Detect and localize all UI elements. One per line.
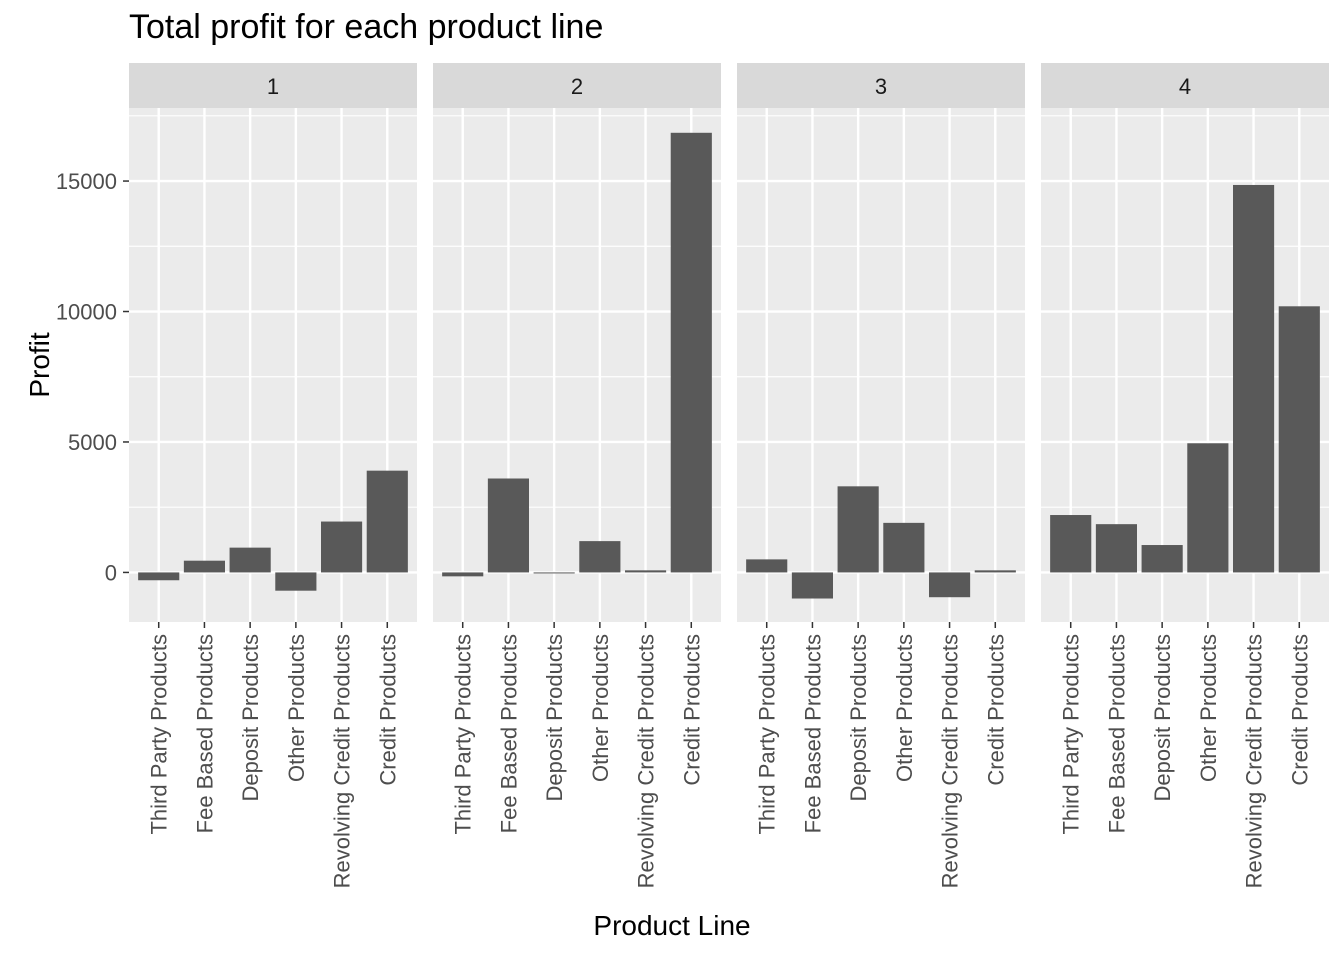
facet-panel bbox=[737, 108, 1025, 622]
y-tick-label: 10000 bbox=[56, 300, 117, 325]
bar bbox=[791, 572, 833, 599]
bar bbox=[974, 570, 1016, 573]
bar bbox=[275, 572, 317, 591]
bar bbox=[183, 560, 225, 573]
bar bbox=[625, 570, 667, 573]
x-tick-label: Credit Products bbox=[679, 634, 704, 786]
x-tick-label: Fee Based Products bbox=[1104, 634, 1129, 833]
x-tick-label: Other Products bbox=[284, 634, 309, 782]
x-tick-label: Third Party Products bbox=[451, 634, 476, 835]
y-tick-label: 0 bbox=[105, 560, 117, 585]
x-tick-label: Deposit Products bbox=[238, 634, 263, 802]
bar bbox=[442, 572, 484, 577]
bar bbox=[670, 132, 712, 573]
x-tick-label: Deposit Products bbox=[542, 634, 567, 802]
bar bbox=[533, 572, 575, 574]
x-tick-label: Credit Products bbox=[1287, 634, 1312, 786]
x-tick-label: Other Products bbox=[892, 634, 917, 782]
x-tick-label: Credit Products bbox=[983, 634, 1008, 786]
bar bbox=[366, 470, 408, 573]
x-tick-label: Revolving Credit Products bbox=[938, 634, 963, 888]
bar bbox=[1278, 306, 1320, 573]
x-tick-label: Revolving Credit Products bbox=[1242, 634, 1267, 888]
bar bbox=[1050, 515, 1092, 573]
facet-strip bbox=[1041, 63, 1329, 108]
facet-strip-label: 2 bbox=[571, 74, 583, 99]
x-tick-label: Fee Based Products bbox=[192, 634, 217, 833]
facet-strip-label: 3 bbox=[875, 74, 887, 99]
x-tick-label: Revolving Credit Products bbox=[330, 634, 355, 888]
x-tick-label: Third Party Products bbox=[755, 634, 780, 835]
x-tick-label: Third Party Products bbox=[1059, 634, 1084, 835]
facet-strip bbox=[737, 63, 1025, 108]
bar bbox=[1095, 524, 1137, 573]
bar bbox=[579, 541, 621, 573]
bar bbox=[883, 522, 925, 573]
facet-strip-label: 4 bbox=[1179, 74, 1191, 99]
y-tick-label: 5000 bbox=[68, 430, 117, 455]
x-tick-label: Other Products bbox=[1196, 634, 1221, 782]
x-tick-label: Deposit Products bbox=[1150, 634, 1175, 802]
x-tick-label: Third Party Products bbox=[147, 634, 172, 835]
chart-title: Total profit for each product line bbox=[129, 8, 604, 46]
x-tick-label: Deposit Products bbox=[846, 634, 871, 802]
facet-strip-label: 1 bbox=[267, 74, 279, 99]
facet-strip bbox=[129, 63, 417, 108]
x-tick-label: Fee Based Products bbox=[496, 634, 521, 833]
bar bbox=[746, 559, 788, 573]
bar bbox=[929, 572, 971, 598]
bar bbox=[321, 521, 363, 573]
x-tick-label: Other Products bbox=[588, 634, 613, 782]
x-tick-label: Credit Products bbox=[375, 634, 400, 786]
x-axis-label: Product Line bbox=[593, 910, 751, 941]
x-tick-label: Fee Based Products bbox=[800, 634, 825, 833]
bar bbox=[487, 478, 529, 573]
x-tick-label: Revolving Credit Products bbox=[634, 634, 659, 888]
bar bbox=[1233, 184, 1275, 573]
y-tick-label: 15000 bbox=[56, 169, 117, 194]
bar bbox=[138, 572, 180, 581]
facet-strip bbox=[433, 63, 721, 108]
bar bbox=[837, 486, 879, 573]
bar bbox=[229, 547, 271, 573]
bar bbox=[1141, 545, 1183, 573]
bar bbox=[1187, 443, 1229, 573]
